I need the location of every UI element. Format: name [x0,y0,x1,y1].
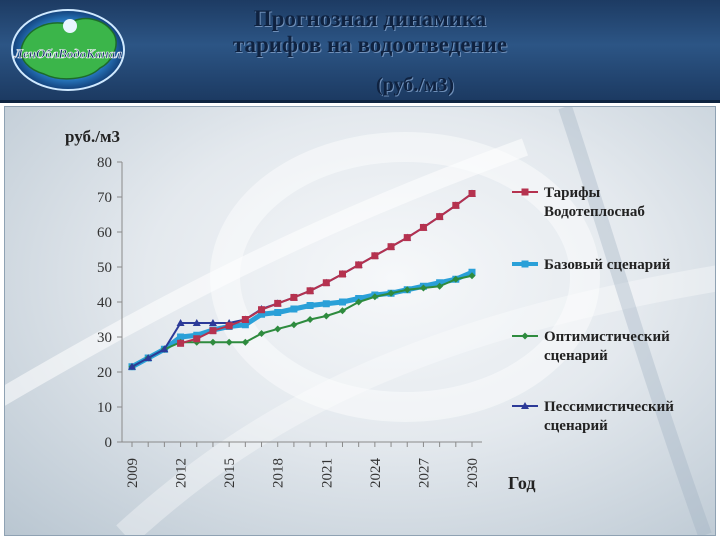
legend-entry: Оптимистический сценарий [512,329,670,364]
data-point [355,261,363,269]
y-tick-label: 20 [97,365,112,381]
series-1 [177,190,476,347]
data-point [322,312,330,320]
data-point [436,282,444,290]
legend-label: Пессимистический сценарий [544,399,674,434]
y-tick-label: 70 [97,190,112,206]
title-line-2: тарифов на водоотведение [232,32,508,57]
x-tick-label: 2012 [174,458,190,488]
data-point [452,201,460,209]
data-point [208,319,217,326]
y-axis-title: руб./м3 [65,127,120,146]
x-tick-label: 2024 [368,458,384,489]
company-logo: ЛенОблВодоКанал [11,9,125,91]
data-point [177,333,185,341]
x-tick-label: 2018 [271,458,287,488]
data-point [241,316,249,323]
data-point [160,345,169,353]
data-point [371,252,379,260]
y-tick-label: 0 [105,435,113,451]
data-point [387,243,395,251]
data-point [176,319,185,326]
data-point [258,310,266,318]
data-point [225,338,233,346]
data-point [128,362,136,370]
y-tick-label: 40 [97,295,112,311]
legend-entry: Тарифы Водотеплоснаб [512,185,645,220]
data-point [290,305,298,313]
data-point [209,327,217,335]
data-point [290,321,298,329]
slide-header: ЛенОблВодоКанал Прогнозная динамика тари… [0,0,720,103]
data-point [306,316,314,323]
data-point [306,287,314,295]
data-point [177,339,185,347]
series-line [180,192,473,345]
data-point [419,284,427,292]
y-tick-label: 50 [97,260,112,276]
logo-text: ЛенОблВодоКанал [13,46,122,61]
data-point [419,223,427,231]
data-point [290,293,298,301]
data-point [258,306,266,314]
background-decoration [5,107,715,535]
data-point [521,332,529,340]
data-point [144,354,153,361]
data-point [306,302,314,309]
y-tick-label: 10 [97,400,112,416]
title-line-1: Прогнозная динамика [253,6,487,31]
series-line [131,274,473,368]
y-tick-label: 30 [97,330,112,346]
legend-label: Оптимистический сценарий [544,329,670,364]
legend-entry: Пессимистический сценарий [512,399,674,434]
data-point [452,275,460,283]
data-point [338,270,346,278]
legend-label: Тарифы Водотеплоснаб [544,185,645,220]
data-point [241,321,249,329]
data-point [338,307,346,315]
data-point [468,272,476,280]
y-tick-label: 80 [97,155,112,171]
legend-entry: Базовый сценарий [512,257,671,273]
data-point [403,286,411,294]
data-point [436,213,444,221]
data-point [521,188,529,196]
data-point [322,279,330,287]
data-point [521,402,529,409]
data-point [387,289,395,297]
data-point [521,260,529,268]
x-tick-label: 2015 [222,458,238,488]
x-tick-label: 2021 [319,458,335,488]
data-point [192,319,201,326]
data-point [209,338,217,346]
data-point [468,190,476,197]
data-point [355,298,363,306]
legend-label: Базовый сценарий [544,257,671,273]
data-point [403,234,411,242]
x-tick-label: 2030 [465,458,481,488]
data-point [225,322,233,330]
data-point [193,335,201,343]
data-point [241,338,249,346]
x-axis-title: Год [508,473,535,493]
y-tick-label: 60 [97,225,112,241]
data-point [274,299,282,307]
chart-panel [4,106,716,536]
page-title: Прогнозная динамика тарифов на водоотвед… [160,6,580,58]
title-units: (руб./м3) [375,74,455,96]
data-point [274,325,282,333]
data-point [338,298,346,306]
data-point [258,330,266,337]
data-point [274,309,282,316]
data-point [322,300,330,308]
data-point [371,293,379,301]
x-tick-label: 2027 [416,458,432,489]
x-tick-label: 2009 [125,458,141,488]
